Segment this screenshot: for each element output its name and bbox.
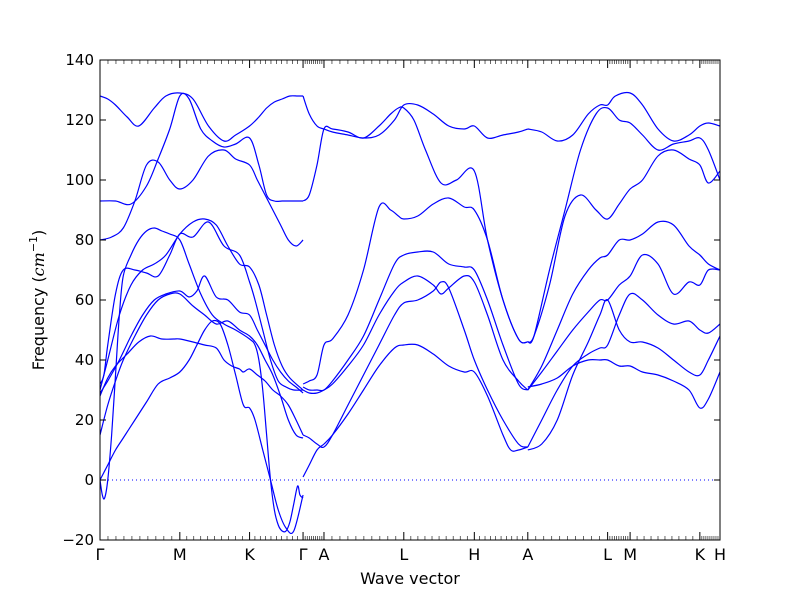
phonon-band-22 (527, 253, 720, 391)
x-tick-label: M (173, 545, 187, 564)
phonon-band-15 (302, 275, 529, 394)
phonon-band-17 (302, 343, 528, 478)
phonon-band-5 (100, 218, 304, 391)
phonon-band-25 (527, 358, 720, 409)
plot-frame (99, 59, 721, 541)
phonon-band-19 (527, 106, 720, 344)
phonon-band-3 (100, 149, 304, 247)
phonon-band-16 (302, 280, 528, 448)
x-tick-label: L (399, 545, 408, 564)
phonon-band-6 (100, 275, 304, 394)
phonon-band-1 (100, 92, 304, 142)
phonon-band-12 (302, 106, 528, 344)
x-tick-label: M (623, 545, 637, 564)
x-tick-label: K (695, 545, 706, 564)
y-tick-label: 100 (65, 171, 94, 189)
y-axis-label-close: ) (29, 230, 48, 236)
phonon-band-24 (527, 299, 720, 451)
y-tick-label: 140 (65, 51, 94, 69)
x-tick-label: K (244, 545, 255, 564)
x-axis-label: Wave vector (360, 569, 460, 588)
x-tick-label: Γ (299, 545, 308, 564)
phonon-band-18 (527, 91, 720, 142)
x-tick-label: L (603, 545, 612, 564)
phonon-band-10 (100, 227, 304, 533)
y-tick-label: 120 (65, 111, 94, 129)
y-axis-label-unit: cm (29, 252, 48, 276)
y-tick-label: 60 (75, 291, 94, 309)
x-tick-label: H (468, 545, 480, 564)
x-tick-label: Γ (96, 545, 105, 564)
phonon-band-4 (100, 221, 304, 391)
phonon-band-2 (100, 92, 304, 206)
y-tick-label: 80 (75, 231, 94, 249)
phonon-band-21 (527, 220, 720, 391)
phonon-band-8 (100, 335, 304, 436)
y-tick-label: 0 (84, 471, 94, 489)
y-tick-label: −20 (62, 531, 94, 549)
x-tick-label: A (522, 545, 533, 564)
phonon-band-20 (527, 149, 720, 343)
y-axis-label-exponent: −1 (27, 236, 40, 252)
y-tick-label: 40 (75, 351, 94, 369)
x-tick-label: H (714, 545, 726, 564)
y-axis-label-main: Frequency ( (29, 276, 48, 370)
phonon-band-23 (527, 292, 720, 448)
phonon-band-7 (100, 292, 304, 439)
y-tick-label: 20 (75, 411, 94, 429)
x-tick-label: A (318, 545, 329, 564)
phonon-band-13 (302, 197, 528, 385)
y-axis-label: Frequency (cm−1) (27, 230, 48, 371)
